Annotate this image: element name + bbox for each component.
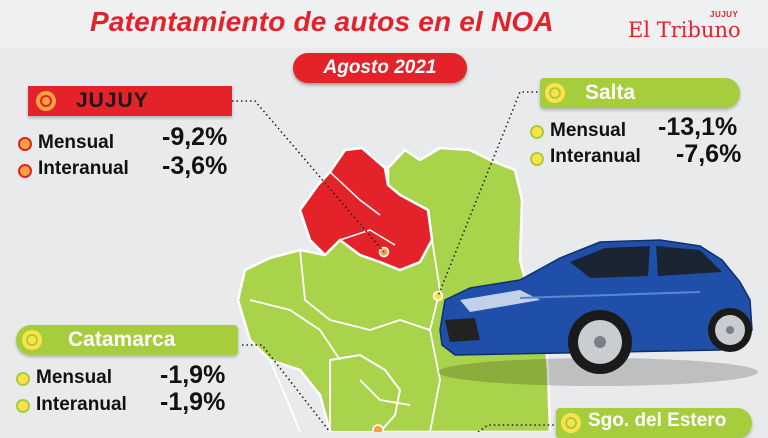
salta-name: Salta <box>585 81 636 104</box>
catamarca-mensual-bullet-icon <box>16 372 30 386</box>
catamarca-interanual-label: Interanual <box>36 394 127 415</box>
logo-text: El Tribuno <box>628 18 741 42</box>
jujuy-ring-icon <box>36 91 56 111</box>
salta-mensual-value: -13,1% <box>658 113 738 141</box>
catamarca-ring-icon <box>22 330 42 350</box>
catamarca-city-marker <box>372 424 384 432</box>
catamarca-label-bar <box>16 325 238 355</box>
catamarca-interanual-bullet-icon <box>16 399 30 413</box>
jujuy-mensual-label: Mensual <box>38 132 115 153</box>
salta-city-marker <box>432 290 444 302</box>
jujuy-name: JUJUY <box>76 89 149 112</box>
salta-interanual-bullet-icon <box>530 152 544 166</box>
catamarca-interanual-value: -1,9% <box>160 388 226 416</box>
catamarca-mensual-value: -1,9% <box>160 361 226 389</box>
sgo-ring-icon <box>561 413 581 433</box>
sgo-name: Sgo. del Estero <box>588 410 727 431</box>
salta-interanual-value: -7,6% <box>676 140 742 168</box>
jujuy-interanual-label: Interanual <box>38 158 129 179</box>
page-title: Patentamiento de autos en el NOA <box>90 6 554 37</box>
jujuy-mensual-bullet-icon <box>18 137 32 151</box>
salta-label-bar <box>540 78 740 108</box>
salta-mensual-label: Mensual <box>550 120 627 141</box>
jujuy-label-bar <box>28 86 232 116</box>
subtitle: Agosto 2021 <box>323 57 437 78</box>
jujuy-interanual-value: -3,6% <box>162 152 228 180</box>
jujuy-leader-line <box>232 100 385 253</box>
car-illustration <box>438 239 758 386</box>
jujuy-interanual-bullet-icon <box>18 164 32 178</box>
salta-ring-icon <box>545 83 565 103</box>
logo-superscript: JUJUY <box>710 10 739 19</box>
subtitle-pill: Agosto 2021 <box>293 53 467 83</box>
salta-interanual-label: Interanual <box>550 146 641 167</box>
jujuy-region <box>298 146 434 272</box>
jujuy-mensual-value: -9,2% <box>162 123 228 151</box>
rear-wheel <box>708 308 752 352</box>
salta-mensual-bullet-icon <box>530 125 544 139</box>
catamarca-name: Catamarca <box>68 328 176 351</box>
header-bar <box>0 0 768 48</box>
catamarca-mensual-label: Mensual <box>36 367 113 388</box>
logo: El Tribuno JUJUY <box>628 10 758 46</box>
front-wheel <box>568 310 632 374</box>
